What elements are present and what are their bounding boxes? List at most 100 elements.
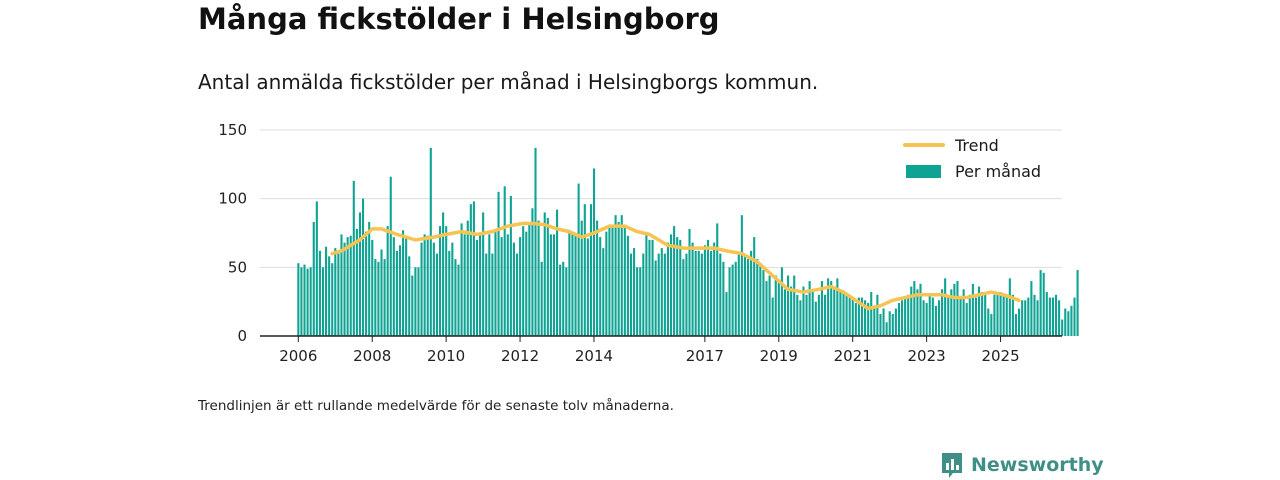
x-tick-label: 2006 — [279, 347, 317, 365]
bar — [368, 222, 371, 336]
bar — [814, 301, 817, 336]
bar — [460, 223, 463, 336]
x-tick-label: 2010 — [427, 347, 465, 365]
bar — [666, 242, 669, 336]
bar — [897, 303, 900, 336]
bar — [451, 242, 454, 336]
bar — [1058, 300, 1061, 336]
bar — [512, 242, 515, 336]
bar — [977, 286, 981, 336]
bar — [750, 250, 753, 336]
bar — [405, 237, 408, 336]
bar — [626, 235, 629, 336]
legend-bar-swatch — [906, 165, 941, 178]
y-tick-label: 100 — [218, 190, 247, 208]
bar — [623, 226, 626, 336]
bar — [414, 267, 417, 336]
bar — [867, 303, 870, 336]
bar — [774, 275, 777, 336]
bar — [928, 294, 931, 336]
bar — [870, 292, 873, 336]
bar — [669, 234, 673, 336]
bar — [984, 294, 987, 336]
bar — [981, 292, 984, 336]
bar — [374, 259, 377, 336]
bar — [679, 239, 682, 336]
bar — [830, 281, 833, 336]
bar — [611, 226, 614, 336]
bar — [515, 253, 519, 336]
bar — [1030, 281, 1033, 336]
bar — [968, 294, 971, 336]
bar — [620, 215, 623, 336]
bar — [857, 297, 860, 336]
bar — [823, 294, 827, 336]
bar — [987, 308, 990, 336]
bar — [365, 231, 368, 336]
bar — [343, 242, 346, 336]
bar — [685, 253, 688, 336]
x-tick-label: 2014 — [575, 347, 613, 365]
bar — [297, 263, 300, 336]
bar — [340, 234, 343, 336]
bar — [676, 237, 679, 336]
bar — [931, 297, 934, 336]
newsworthy-logo: Newsworthy — [940, 451, 1104, 479]
bar — [386, 226, 389, 336]
x-tick-label: 2025 — [981, 347, 1019, 365]
bar — [583, 204, 586, 336]
bar — [602, 248, 605, 336]
bar — [722, 261, 725, 336]
x-tick-label: 2008 — [353, 347, 391, 365]
bar — [636, 267, 639, 336]
bar — [833, 286, 836, 336]
newsworthy-logo-text: Newsworthy — [971, 454, 1104, 476]
bar — [592, 168, 596, 336]
bar — [894, 308, 897, 336]
bar — [349, 235, 352, 336]
bar — [352, 180, 355, 336]
bar — [380, 249, 383, 336]
bar — [574, 233, 577, 336]
bar — [965, 303, 968, 336]
bar — [540, 261, 543, 336]
bar — [746, 259, 750, 336]
bar — [845, 294, 848, 336]
bar — [1045, 292, 1048, 336]
bar — [331, 263, 334, 336]
bar — [568, 230, 571, 336]
bar — [605, 231, 608, 336]
bar — [910, 286, 913, 336]
bar — [522, 226, 525, 336]
bar — [556, 209, 559, 336]
bar — [953, 283, 956, 336]
footnote: Trendlinjen är ett rullande medelvärde f… — [198, 398, 674, 414]
bar — [737, 253, 740, 336]
bar — [432, 242, 435, 336]
bar — [457, 264, 460, 336]
x-tick-label: 2019 — [760, 347, 798, 365]
bar — [1067, 311, 1070, 336]
bar — [423, 234, 426, 336]
chart-title: Många fickstölder i Helsingborg — [198, 2, 720, 36]
bar — [312, 222, 315, 336]
bar — [944, 278, 947, 336]
chart-subtitle: Antal anmälda fickstölder per månad i He… — [198, 70, 819, 94]
bar — [907, 294, 910, 336]
bar — [321, 267, 325, 336]
bar — [562, 261, 565, 336]
bar — [309, 267, 312, 336]
newsworthy-logo-icon — [942, 453, 962, 478]
bar — [318, 250, 321, 336]
bar — [426, 235, 429, 336]
bar — [688, 228, 691, 336]
bar — [947, 294, 950, 336]
bar — [475, 239, 479, 336]
bar — [479, 234, 482, 336]
y-tick-label: 150 — [218, 121, 247, 139]
x-tick-label: 2017 — [686, 347, 724, 365]
bar — [864, 300, 867, 336]
bar — [703, 245, 706, 336]
x-axis: 2006 2008 2010 2012 2014 2017 2019 2021 2023 2025 — [260, 335, 1062, 365]
bar — [639, 267, 642, 336]
